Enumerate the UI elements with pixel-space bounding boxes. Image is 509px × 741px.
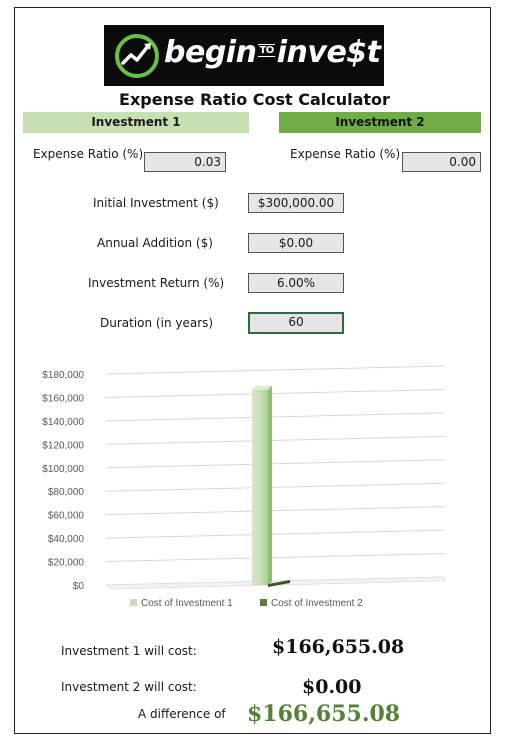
gridline xyxy=(105,435,446,445)
investment-return-input[interactable]: 6.00% xyxy=(248,273,344,293)
legend-label-investment-1: Cost of Investment 1 xyxy=(141,598,233,609)
duration-input[interactable]: 60 xyxy=(248,312,344,334)
growth-chart-icon xyxy=(115,34,159,78)
bar-investment-2 xyxy=(268,580,290,587)
legend-swatch-investment-2 xyxy=(260,599,267,606)
annual-addition-label: Annual Addition ($) xyxy=(97,236,213,250)
initial-investment-input[interactable]: $300,000.00 xyxy=(248,193,344,213)
y-tick-label: $80,000 xyxy=(48,487,85,498)
investment-2-cost-value: $0.00 xyxy=(302,676,362,698)
investment-1-cost-label: Investment 1 will cost: xyxy=(61,644,197,658)
y-tick-label: $160,000 xyxy=(42,393,84,404)
difference-label: A difference of xyxy=(138,707,226,721)
initial-investment-label: Initial Investment ($) xyxy=(93,196,219,210)
logo-text-begin: begin xyxy=(164,35,257,70)
gridline xyxy=(105,388,446,398)
y-tick-label: $100,000 xyxy=(42,464,84,475)
bar-investment-1 xyxy=(252,389,268,585)
expense-ratio-1-input[interactable]: 0.03 xyxy=(144,152,226,172)
cost-comparison-chart: $0 $20,000 $40,000 $60,000 $80,000 $100,000 $1… xyxy=(42,365,446,609)
gridline xyxy=(105,553,446,563)
calculator-frame xyxy=(14,7,491,734)
y-tick-label: $0 xyxy=(73,581,85,592)
brand-logo: begin TO inve$t xyxy=(104,25,384,86)
gridline xyxy=(105,506,446,516)
expense-ratio-2-input[interactable]: 0.00 xyxy=(402,152,481,172)
duration-label: Duration (in years) xyxy=(100,316,214,330)
bar-investment-1-top xyxy=(252,385,272,390)
legend-label-investment-2: Cost of Investment 2 xyxy=(271,598,363,609)
y-tick-label: $20,000 xyxy=(48,558,85,569)
legend-swatch-investment-1 xyxy=(130,599,137,606)
difference-value: $166,655.08 xyxy=(247,701,401,727)
gridline xyxy=(105,459,446,469)
y-tick-label: $180,000 xyxy=(42,370,84,381)
logo-text-invest: inve$t xyxy=(276,35,381,70)
gridline xyxy=(105,412,446,422)
page-title: Expense Ratio Cost Calculator xyxy=(119,90,390,109)
y-tick-label: $60,000 xyxy=(48,511,85,522)
investment-1-header: Investment 1 xyxy=(23,112,249,133)
gridline xyxy=(105,365,446,375)
bar-investment-1-side xyxy=(268,385,272,585)
expense-ratio-2-label: Expense Ratio (%) xyxy=(290,147,401,161)
investment-1-cost-value: $166,655.08 xyxy=(272,636,405,658)
y-tick-label: $120,000 xyxy=(42,440,84,451)
investment-2-cost-label: Investment 2 will cost: xyxy=(61,680,197,694)
annual-addition-input[interactable]: $0.00 xyxy=(248,233,344,253)
gridline xyxy=(105,529,446,539)
logo-text: begin TO inve$t xyxy=(164,35,381,70)
y-tick-label: $140,000 xyxy=(42,417,84,428)
gridline xyxy=(105,482,446,492)
expense-ratio-1-label: Expense Ratio (%) xyxy=(33,147,144,161)
y-tick-label: $40,000 xyxy=(48,534,85,545)
logo-text-to: TO xyxy=(258,44,275,57)
investment-return-label: Investment Return (%) xyxy=(88,276,225,290)
investment-2-header: Investment 2 xyxy=(279,112,481,133)
